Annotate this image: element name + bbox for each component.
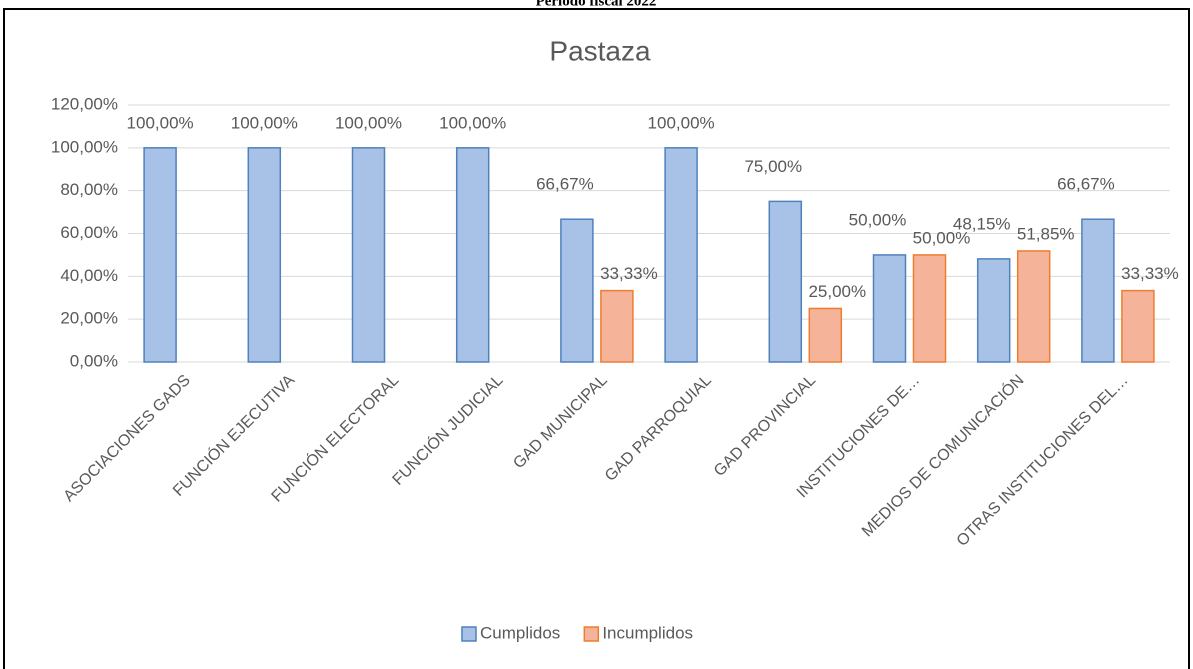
bar	[143, 147, 177, 363]
legend-swatch	[461, 626, 477, 642]
bar	[1121, 289, 1155, 363]
frame	[3, 8, 1190, 669]
y-tick-label: 0,00%	[70, 351, 118, 370]
data-label: 100,00%	[648, 113, 715, 132]
bar	[664, 147, 698, 363]
x-tick-label: GAD PROVINCIAL	[711, 372, 819, 480]
legend-swatch	[583, 626, 600, 642]
data-label: 33,33%	[1121, 264, 1179, 283]
x-tick-label: FUNCIÓN JUDICIAL	[388, 370, 506, 488]
y-tick-label: 80,00%	[60, 180, 118, 199]
data-label: 48,15%	[953, 214, 1011, 233]
y-tick-label: 20,00%	[60, 309, 118, 328]
data-label: 50,00%	[849, 210, 907, 229]
bar	[976, 258, 1011, 363]
data-label: 51,85%	[1017, 224, 1075, 243]
bar	[872, 254, 907, 363]
bar	[808, 307, 843, 363]
y-tick-label: 60,00%	[60, 223, 118, 242]
data-label: 100,00%	[335, 113, 402, 132]
data-label: 100,00%	[231, 113, 298, 132]
y-tick-label: 100,00%	[51, 137, 118, 156]
data-label: 33,33%	[600, 264, 658, 283]
chart-title: Pastaza	[549, 35, 651, 66]
bar	[912, 254, 947, 363]
legend-label: Incumplidos	[602, 623, 693, 642]
legend-label: Cumplidos	[480, 623, 560, 642]
bar	[600, 289, 634, 363]
header: Período fiscal 2022	[536, 0, 657, 9]
bar	[1016, 250, 1051, 363]
data-label: 100,00%	[439, 113, 506, 132]
data-label: 25,00%	[808, 282, 866, 301]
data-label: 75,00%	[744, 157, 802, 176]
bar	[247, 147, 282, 363]
bar	[560, 218, 594, 363]
x-tick-label: OTRAS INSTITUCIONES DEL…	[954, 372, 1132, 550]
bar	[1081, 218, 1115, 363]
x-tick-label: GAD PARROQUIAL	[602, 372, 715, 485]
bar	[455, 147, 490, 363]
x-tick-label: GAD MUNICIPAL	[510, 372, 611, 473]
data-label: 50,00%	[913, 228, 971, 247]
x-tick-label: INSTITUCIONES DE…	[794, 372, 924, 502]
y-tick-label: 120,00%	[51, 94, 118, 113]
bar	[351, 147, 386, 363]
data-label: 100,00%	[127, 113, 194, 132]
bar	[768, 200, 803, 363]
data-label: 66,67%	[536, 175, 594, 194]
y-tick-label: 40,00%	[60, 266, 118, 285]
x-tick-label: MEDIOS DE COMUNICACIÓN	[858, 370, 1028, 540]
data-label: 66,67%	[1057, 175, 1115, 194]
